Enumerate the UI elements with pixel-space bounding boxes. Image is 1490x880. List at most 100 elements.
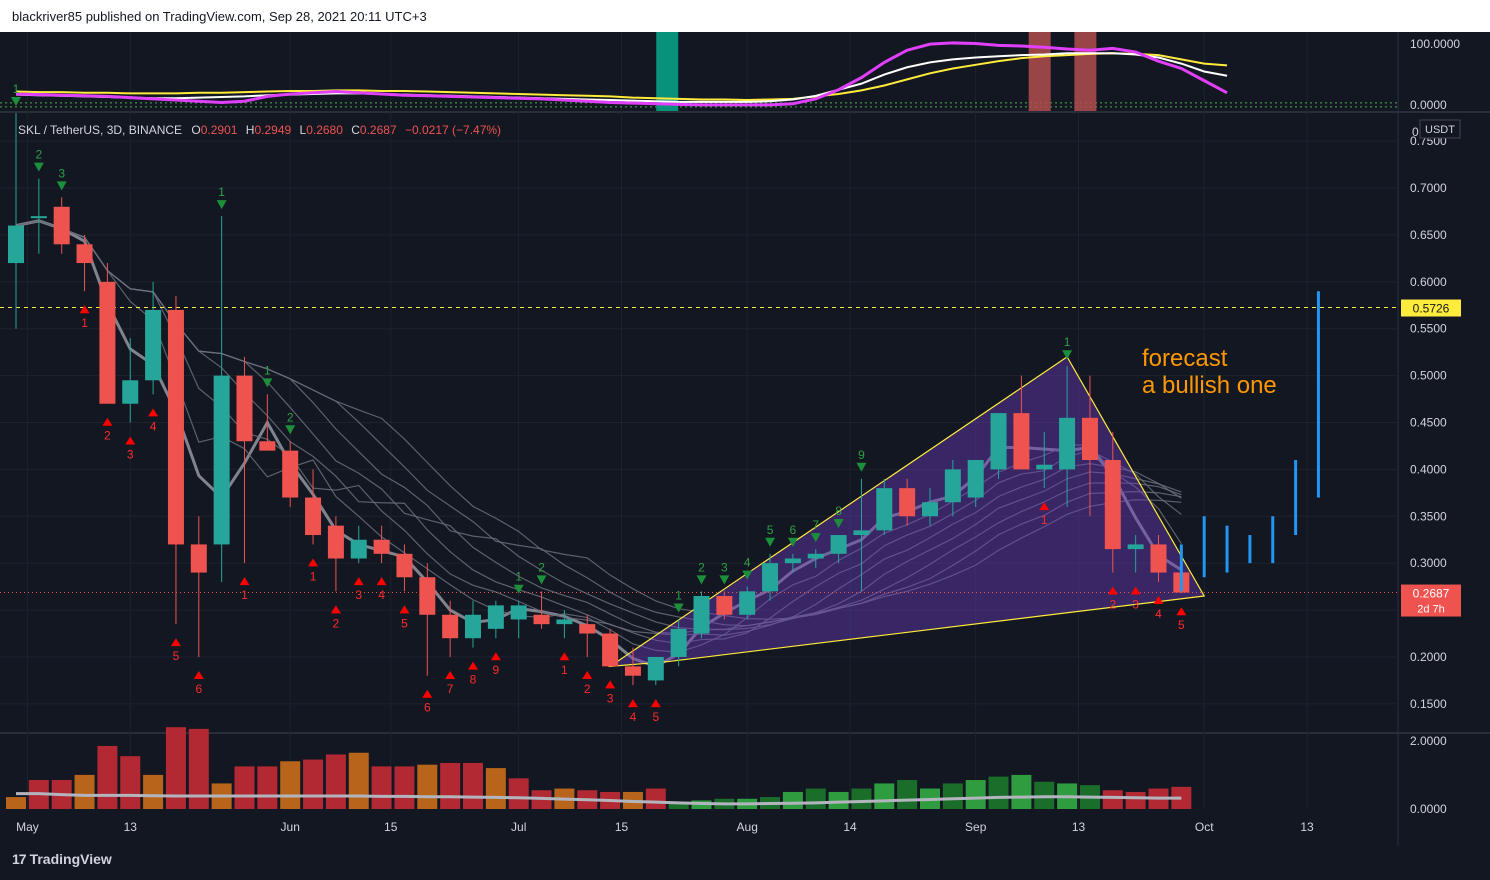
moving-average-line <box>15 219 1183 668</box>
buy-setup-count: 4 <box>150 419 157 433</box>
candle-body <box>190 544 207 573</box>
buy-setup-count: 7 <box>447 682 454 696</box>
time-tick-label: 15 <box>615 820 629 834</box>
volume-bar <box>417 764 438 809</box>
buy-setup-count: 4 <box>378 588 385 602</box>
buy-setup-marker <box>582 670 593 679</box>
volume-bar <box>782 791 803 809</box>
candle-body <box>922 502 938 517</box>
sell-setup-marker <box>787 537 798 547</box>
volume-bar <box>74 774 95 809</box>
volume-bar <box>303 759 324 809</box>
candle-body <box>350 539 367 559</box>
candle-body <box>122 380 139 404</box>
candle-body <box>1150 544 1167 573</box>
osc-white-line <box>15 52 1228 103</box>
candle-body <box>396 553 413 578</box>
candle-body <box>53 206 70 245</box>
candle-body <box>30 216 47 219</box>
sell-setup-marker <box>216 200 227 210</box>
candle-body <box>213 375 230 545</box>
volume-bar <box>97 745 118 809</box>
volume-bar <box>325 754 346 809</box>
candle-body <box>442 614 459 639</box>
volume-bar <box>851 788 872 809</box>
sell-setup-marker <box>285 425 296 435</box>
buy-setup-marker <box>330 605 341 614</box>
volume-bar <box>143 774 164 809</box>
candle-body <box>76 244 93 264</box>
candle-body <box>556 619 573 625</box>
brand-name: TradingView <box>29 851 112 867</box>
last-price-badge <box>1401 584 1461 617</box>
sell-setup-count: 6 <box>790 523 797 537</box>
candle-body <box>510 605 527 620</box>
candle-body <box>807 553 824 559</box>
buy-setup-marker <box>490 652 501 661</box>
price-tick-label: 0.6000 <box>1410 275 1447 289</box>
buy-setup-marker <box>559 652 570 661</box>
volume-bar <box>965 780 986 809</box>
sell-setup-count: 2 <box>36 148 43 162</box>
buy-setup-count: 1 <box>1041 513 1048 527</box>
osc-yellow-line <box>15 52 1228 102</box>
volume-bar <box>188 728 209 809</box>
candle-body <box>167 309 184 545</box>
candle-body <box>1127 544 1144 550</box>
candle-body <box>876 488 893 531</box>
candle-body <box>624 666 641 676</box>
time-tick-label: Oct <box>1195 820 1214 834</box>
annotation-line-2: a bullish one <box>1142 372 1277 399</box>
time-tick-label: May <box>16 820 39 834</box>
buy-setup-count: 3 <box>1132 598 1139 612</box>
sell-setup-count: 2 <box>698 560 705 574</box>
tradingview-logo[interactable]: 17 TradingView <box>12 851 112 867</box>
price-chart[interactable]: 1 2 3 4 5 6 1 1 2 3 4 5 6 7 8 9 1 2 3 4 5 1 2 3 4 5 1 2 3 1 1 2 1 2 1 2 3 4 5 6… <box>0 32 1490 846</box>
currency-label: USDT <box>1425 124 1455 136</box>
buy-setup-marker <box>170 638 181 647</box>
currency-badge[interactable] <box>1419 119 1461 139</box>
osc-magenta-line <box>15 41 1228 107</box>
buy-setup-count: 8 <box>470 673 477 687</box>
level-price-badge <box>1401 299 1461 317</box>
buy-setup-marker <box>353 577 364 586</box>
time-tick-label: Aug <box>737 820 758 834</box>
time-tick-label: Jun <box>281 820 300 834</box>
sell-setup-marker <box>742 570 753 580</box>
sell-setup-marker <box>810 533 821 543</box>
volume-bar <box>1125 791 1146 809</box>
tradingview-mark-icon: 17 <box>12 851 27 867</box>
sell-setup-marker <box>765 537 776 547</box>
candle-body <box>899 488 916 517</box>
sell-setup-marker <box>262 378 273 388</box>
buy-setup-marker <box>148 408 159 417</box>
moving-average-line <box>15 220 1182 636</box>
moving-average-line <box>15 220 1182 620</box>
buy-setup-count: 1 <box>561 663 568 677</box>
buy-setup-count: 2 <box>333 616 340 630</box>
candle-body <box>990 413 1007 470</box>
sell-setup-count: 5 <box>767 523 774 537</box>
volume-bar <box>371 766 392 809</box>
buy-setup-marker <box>1107 586 1118 595</box>
sell-setup-count: 1 <box>675 588 682 602</box>
price-tick-label: 0.3000 <box>1410 556 1447 570</box>
buy-setup-marker <box>627 699 638 708</box>
last-price-label: 0.2687 <box>1413 587 1450 601</box>
sell-setup-count: 9 <box>858 448 865 462</box>
volume-bar <box>394 766 415 809</box>
buy-setup-count: 4 <box>1155 607 1162 621</box>
volume-bar <box>120 756 141 809</box>
open-label: O <box>191 123 200 137</box>
buy-setup-count: 2 <box>104 429 111 443</box>
buy-setup-count: 2 <box>584 682 591 696</box>
price-tick-label: 0.5000 <box>1410 369 1447 383</box>
sell-setup-count: 1 <box>515 570 522 584</box>
change-value: −0.0217 (−7.47%) <box>405 123 501 137</box>
buy-setup-marker <box>79 305 90 314</box>
buy-setup-marker <box>1176 607 1187 616</box>
candle-body <box>579 624 596 634</box>
symbol-legend: SKL / TetherUS, 3D, BINANCE O0.2901 H0.2… <box>18 123 501 137</box>
candle-body <box>1059 417 1076 470</box>
sell-setup-marker <box>833 519 844 529</box>
